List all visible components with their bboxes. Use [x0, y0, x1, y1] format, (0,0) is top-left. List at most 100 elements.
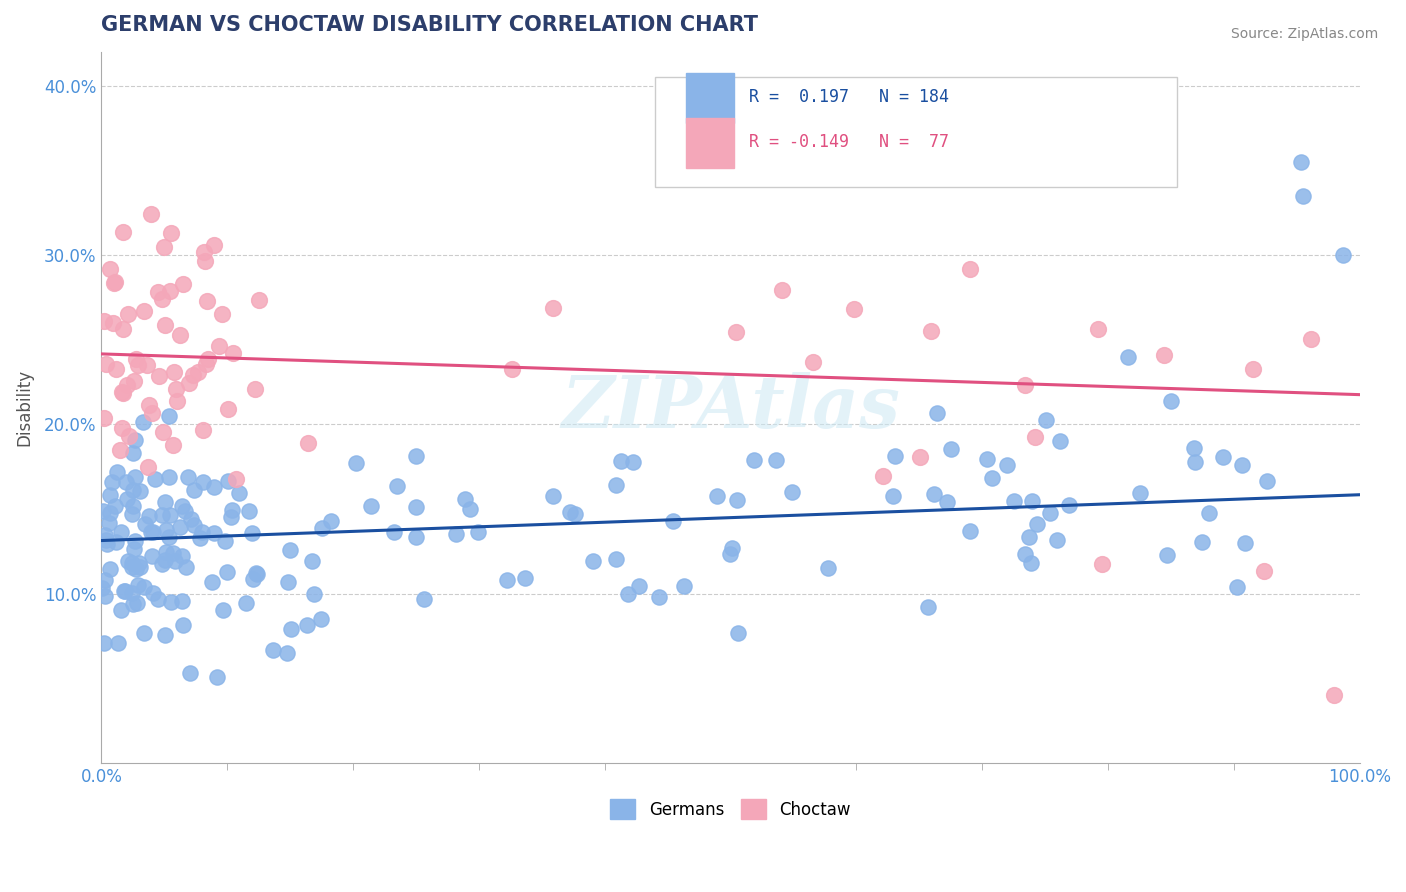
Point: [131, 415, 153, 429]
Point: [142, 525, 165, 540]
Point: [939, 442, 962, 456]
Point: [1256, 475, 1278, 489]
Point: [110, 442, 132, 457]
Point: [617, 587, 640, 601]
Point: [111, 225, 134, 239]
Point: [115, 492, 138, 507]
Point: [117, 554, 139, 568]
Point: [159, 508, 181, 523]
Point: [118, 429, 141, 443]
Point: [94, 589, 117, 603]
Point: [661, 515, 683, 529]
Point: [995, 458, 1018, 472]
Point: [558, 505, 581, 519]
Point: [1014, 548, 1036, 562]
Point: [385, 479, 408, 493]
Point: [1156, 548, 1178, 562]
Point: [245, 566, 267, 581]
Point: [157, 409, 180, 423]
Point: [724, 325, 747, 339]
Point: [115, 378, 138, 392]
Point: [1014, 377, 1036, 392]
Point: [725, 493, 748, 508]
Point: [1019, 556, 1042, 570]
Point: [128, 556, 150, 570]
Point: [513, 571, 536, 585]
Text: R =  0.197   N = 184: R = 0.197 N = 184: [749, 87, 949, 105]
Point: [111, 421, 134, 435]
Point: [212, 603, 235, 617]
Point: [125, 352, 148, 367]
Point: [1234, 535, 1257, 549]
Point: [1289, 155, 1312, 169]
Point: [1241, 362, 1264, 376]
Point: [159, 226, 181, 240]
Point: [1253, 565, 1275, 579]
Point: [94, 533, 117, 548]
Text: GERMAN VS CHOCTAW DISABILITY CORRELATION CHART: GERMAN VS CHOCTAW DISABILITY CORRELATION…: [101, 15, 758, 35]
Point: [202, 526, 225, 541]
Point: [122, 597, 145, 611]
Point: [627, 579, 650, 593]
Point: [405, 450, 427, 464]
Point: [134, 516, 156, 531]
Point: [111, 384, 134, 399]
Point: [1026, 516, 1049, 531]
Point: [280, 622, 302, 636]
Point: [165, 382, 187, 396]
Point: [181, 368, 204, 383]
Point: [543, 489, 565, 503]
Point: [1038, 506, 1060, 520]
Point: [193, 475, 215, 490]
Point: [727, 626, 749, 640]
Point: [114, 583, 136, 598]
Point: [882, 489, 904, 503]
Point: [1182, 441, 1205, 455]
Point: [311, 611, 333, 625]
Point: [93, 636, 115, 650]
Point: [467, 525, 489, 540]
Point: [278, 542, 301, 557]
Point: [135, 358, 157, 372]
Point: [122, 446, 145, 460]
Point: [125, 562, 148, 576]
Point: [160, 595, 183, 609]
Point: [179, 665, 201, 680]
Point: [179, 376, 201, 390]
Point: [134, 304, 156, 318]
Point: [444, 526, 467, 541]
Point: [155, 545, 177, 559]
Point: [1198, 506, 1220, 520]
Point: [1059, 498, 1081, 512]
Point: [166, 394, 188, 409]
Point: [172, 618, 194, 632]
Point: [1230, 458, 1253, 472]
Point: [127, 578, 149, 592]
Point: [321, 514, 343, 528]
Point: [202, 480, 225, 494]
Point: [301, 554, 323, 568]
Text: R = -0.149   N =  77: R = -0.149 N = 77: [749, 133, 949, 151]
Point: [94, 528, 117, 542]
Point: [194, 253, 217, 268]
Point: [174, 560, 197, 574]
Point: [1021, 494, 1043, 508]
Point: [169, 520, 191, 534]
Point: [98, 488, 121, 502]
Point: [112, 385, 135, 400]
Point: [405, 500, 427, 515]
Point: [772, 283, 794, 297]
Point: [121, 560, 143, 574]
Point: [917, 600, 939, 615]
Point: [225, 472, 247, 486]
Point: [1018, 530, 1040, 544]
Point: [910, 450, 932, 464]
Point: [127, 359, 149, 373]
Point: [146, 285, 169, 300]
Point: [242, 573, 264, 587]
Point: [110, 603, 132, 617]
Point: [104, 534, 127, 549]
Point: [1035, 413, 1057, 427]
Point: [959, 524, 981, 538]
Point: [117, 307, 139, 321]
